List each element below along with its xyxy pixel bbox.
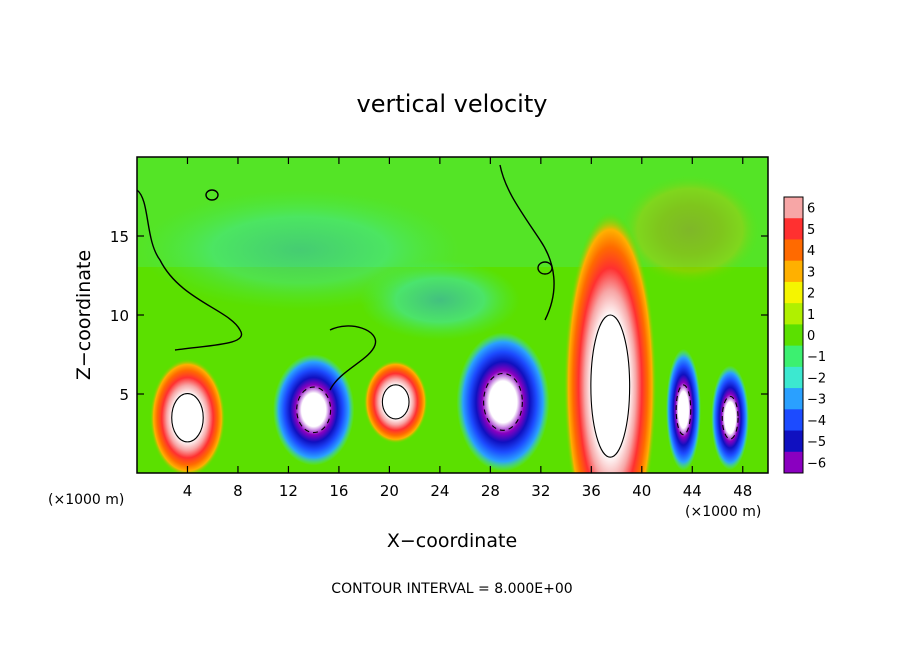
colorbar-swatch <box>784 281 803 304</box>
colorbar-label: −3 <box>807 393 826 408</box>
x-tick-label: 28 <box>481 482 500 500</box>
colorbar-swatch <box>784 430 803 453</box>
positive-contour <box>590 314 631 458</box>
downdraft-core <box>711 365 750 470</box>
x-unit-right: (×1000 m) <box>685 504 761 520</box>
heatmap-field <box>137 157 768 473</box>
updraft-core <box>149 358 226 473</box>
zero-contour-left <box>137 189 243 351</box>
x-tick-label: 8 <box>233 482 243 500</box>
updraft-core <box>563 212 657 473</box>
colorbar-label: −2 <box>807 371 826 386</box>
y-tick-label: 10 <box>110 307 129 325</box>
colorbar-swatch <box>784 324 803 347</box>
colorbar: 6 5 4 3 2 1 0 −1 −2 −3 −4 −5 −6 <box>783 196 826 474</box>
y-axis-ticks: 5 10 15 <box>110 228 768 404</box>
colorbar-label: −6 <box>807 456 826 471</box>
y-tick-label: 15 <box>110 228 129 246</box>
colorbar-swatch <box>784 366 803 389</box>
negative-contour <box>721 395 739 440</box>
x-tick-label: 44 <box>683 482 702 500</box>
colorbar-label: −4 <box>807 414 826 429</box>
small-contour-loop-2 <box>537 261 553 275</box>
small-contour-loop <box>205 189 219 201</box>
colorbar-label: −1 <box>807 350 826 365</box>
positive-contour <box>171 392 204 443</box>
updraft-core <box>363 360 428 444</box>
x-tick-label: 32 <box>531 482 550 500</box>
negative-contour <box>296 386 332 434</box>
negative-contour <box>675 384 692 436</box>
x-tick-label: 48 <box>733 482 752 500</box>
colorbar-swatch <box>784 388 803 410</box>
x-unit-left: (×1000 m) <box>48 492 124 508</box>
x-tick-label: 12 <box>279 482 298 500</box>
colorbar-label: 4 <box>807 244 815 259</box>
colorbar-swatch <box>784 260 803 283</box>
colorbar-swatch <box>784 197 803 219</box>
colorbar-label: −5 <box>807 435 826 450</box>
x-axis-label: X−coordinate <box>387 530 517 552</box>
negative-contour <box>483 372 523 431</box>
positive-contour <box>381 384 410 420</box>
colorbar-label: 2 <box>807 287 815 302</box>
x-tick-label: 24 <box>430 482 449 500</box>
colorbar-swatch <box>784 409 803 432</box>
colorbar-swatch <box>784 239 803 262</box>
colorbar-frame <box>783 196 804 474</box>
x-tick-label: 20 <box>380 482 399 500</box>
colorbar-label: 6 <box>807 202 815 217</box>
y-axis-label: Z−coordinate <box>73 250 95 380</box>
y-tick-label: 5 <box>119 386 129 404</box>
colorbar-swatch <box>784 345 803 368</box>
chart-title: vertical velocity <box>357 90 548 118</box>
zero-contour-center <box>499 164 555 321</box>
x-tick-label: 40 <box>632 482 651 500</box>
x-axis-ticks: 4 8 12 16 20 24 28 32 36 40 44 48 <box>183 157 752 500</box>
colorbar-label: 0 <box>807 329 815 344</box>
x-tick-label: 36 <box>582 482 601 500</box>
downdraft-core <box>273 354 355 466</box>
x-tick-label: 16 <box>329 482 348 500</box>
cool-haze-mid <box>360 260 520 340</box>
warm-haze-right <box>620 175 760 285</box>
downdraft-core <box>456 332 550 472</box>
colorbar-swatch <box>784 218 803 240</box>
contour-interval-note: CONTOUR INTERVAL = 8.000E+00 <box>331 581 572 597</box>
colorbar-swatch <box>784 451 803 474</box>
downdraft-core <box>666 348 701 471</box>
zero-contour-mid <box>329 325 377 391</box>
x-tick-label: 4 <box>183 482 193 500</box>
colorbar-swatch <box>784 303 803 325</box>
colorbar-label: 3 <box>807 265 815 280</box>
colorbar-label: 1 <box>807 308 815 323</box>
colorbar-label: 5 <box>807 223 815 238</box>
contour-lines <box>137 164 739 458</box>
